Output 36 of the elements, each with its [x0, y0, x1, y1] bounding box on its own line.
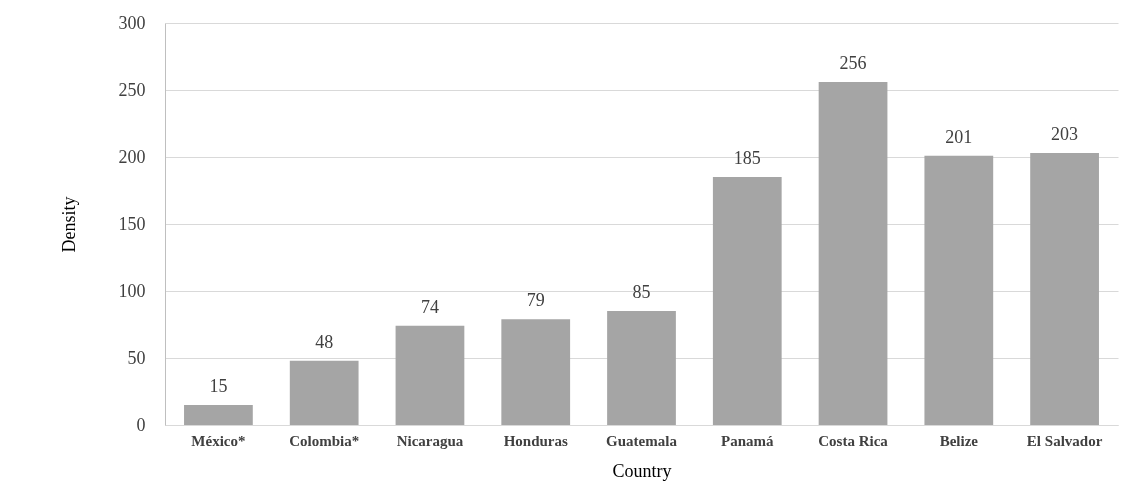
y-tick-label: 300 — [118, 12, 146, 33]
x-tick-label: México* — [191, 432, 246, 449]
x-tick-label: Guatemala — [606, 432, 678, 449]
bar — [501, 319, 571, 425]
y-tick-label: 250 — [118, 79, 146, 100]
bar — [607, 311, 676, 425]
y-tick-label: 50 — [127, 347, 146, 368]
y-axis-title: Density — [58, 196, 79, 253]
x-tick-label: Honduras — [503, 432, 568, 449]
bar — [1030, 152, 1099, 425]
data-label: 15 — [209, 375, 228, 396]
data-label: 185 — [733, 148, 761, 169]
bar — [184, 404, 253, 425]
data-label: 85 — [632, 282, 651, 303]
x-tick-label: El Salvador — [1026, 432, 1103, 449]
y-tick-label: 0 — [136, 414, 146, 435]
data-label: 74 — [420, 296, 439, 317]
y-tick-label: 150 — [118, 213, 146, 234]
data-label: 256 — [839, 52, 867, 73]
x-tick-label: Colombia* — [289, 432, 360, 449]
x-tick-label: Panamá — [721, 432, 775, 449]
bar — [712, 177, 782, 425]
data-label: 203 — [1051, 123, 1079, 144]
y-tick-label: 100 — [118, 280, 146, 301]
x-tick-label: Nicaragua — [396, 432, 464, 449]
bar — [924, 155, 994, 425]
data-label: 79 — [526, 290, 545, 311]
x-tick-label: Belize — [939, 432, 979, 449]
x-axis-title: Country — [612, 460, 672, 481]
y-tick-label: 200 — [118, 146, 146, 167]
bar — [289, 360, 359, 425]
x-tick-label: Costa Rica — [818, 432, 889, 449]
bar — [818, 81, 888, 425]
data-label: 201 — [945, 126, 973, 147]
data-label: 48 — [315, 331, 334, 352]
bar — [395, 325, 465, 425]
